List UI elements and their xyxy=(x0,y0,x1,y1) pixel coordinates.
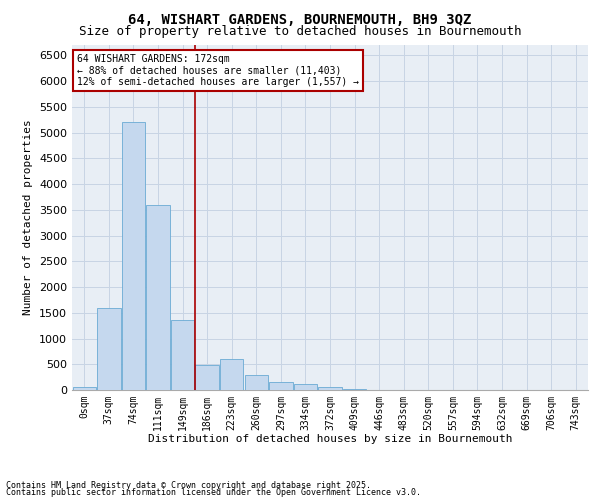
Bar xyxy=(220,359,244,390)
Bar xyxy=(122,122,145,390)
Text: Size of property relative to detached houses in Bournemouth: Size of property relative to detached ho… xyxy=(79,25,521,38)
Y-axis label: Number of detached properties: Number of detached properties xyxy=(23,120,34,316)
Bar xyxy=(73,388,96,390)
X-axis label: Distribution of detached houses by size in Bournemouth: Distribution of detached houses by size … xyxy=(148,434,512,444)
Bar xyxy=(269,382,293,390)
Bar xyxy=(146,204,170,390)
Text: Contains public sector information licensed under the Open Government Licence v3: Contains public sector information licen… xyxy=(6,488,421,497)
Bar xyxy=(97,308,121,390)
Bar xyxy=(196,366,219,390)
Bar xyxy=(171,320,194,390)
Text: 64, WISHART GARDENS, BOURNEMOUTH, BH9 3QZ: 64, WISHART GARDENS, BOURNEMOUTH, BH9 3Q… xyxy=(128,12,472,26)
Bar xyxy=(319,388,341,390)
Bar xyxy=(245,375,268,390)
Text: 64 WISHART GARDENS: 172sqm
← 88% of detached houses are smaller (11,403)
12% of : 64 WISHART GARDENS: 172sqm ← 88% of deta… xyxy=(77,54,359,87)
Text: Contains HM Land Registry data © Crown copyright and database right 2025.: Contains HM Land Registry data © Crown c… xyxy=(6,480,371,490)
Bar xyxy=(343,389,366,390)
Bar xyxy=(294,384,317,390)
